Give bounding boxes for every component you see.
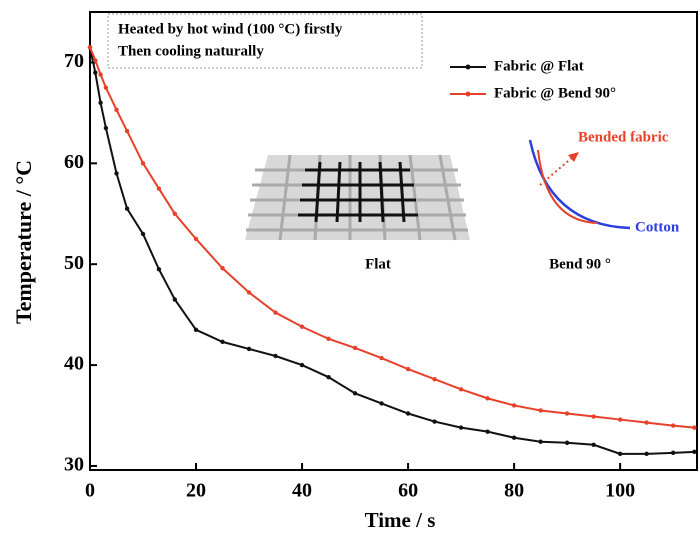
data-point (352, 391, 358, 396)
x-tick-label: 80 (504, 480, 524, 502)
data-point (124, 206, 130, 211)
data-point (692, 449, 697, 455)
data-point (564, 440, 570, 445)
data-point (538, 408, 543, 413)
arrow-head (568, 152, 579, 162)
data-point (485, 429, 490, 434)
data-point (93, 58, 98, 63)
note: Then cooling naturally (118, 43, 264, 59)
data-point (246, 290, 252, 295)
data-point (103, 125, 109, 131)
y-tick-label: 30 (64, 454, 84, 476)
data-point (172, 297, 178, 302)
y-tick-label: 50 (64, 252, 84, 274)
data-point (352, 345, 358, 351)
data-point (299, 324, 305, 329)
data-point (124, 128, 130, 134)
data-point (432, 377, 437, 382)
x-tick-label: 20 (186, 480, 206, 502)
y-tick-label: 40 (64, 353, 84, 375)
data-point (220, 266, 225, 271)
fabric-curve (537, 149, 599, 224)
data-point (617, 417, 623, 422)
data-point (156, 186, 162, 191)
data-point (98, 72, 103, 77)
bend-label: Bend 90 ° (549, 256, 611, 272)
data-point (644, 451, 649, 457)
legend-marker (465, 91, 471, 97)
legend-label: Fabric @ Flat (494, 58, 584, 74)
data-point (591, 414, 596, 419)
data-point (273, 310, 278, 315)
data-point (379, 355, 384, 361)
series-line (89, 47, 695, 455)
data-point (670, 450, 676, 456)
data-point (273, 353, 278, 359)
data-point (458, 387, 464, 392)
data-point (103, 85, 109, 90)
data-point (692, 425, 697, 430)
data-point (511, 435, 517, 440)
data-point (326, 374, 331, 380)
data-point (405, 366, 411, 372)
note: Heated by hot wind (100 °C) firstly (118, 21, 343, 37)
data-point (114, 107, 119, 113)
pointer-arrow (539, 155, 575, 186)
y-tick-label: 70 (64, 50, 84, 72)
data-point (87, 45, 93, 50)
data-point (326, 336, 331, 342)
data-point (246, 346, 252, 352)
data-point (156, 267, 162, 272)
y-tick-label: 60 (64, 151, 84, 173)
data-point (98, 100, 103, 105)
data-point (538, 439, 543, 444)
data-point (172, 211, 178, 216)
data-point (617, 451, 623, 457)
data-point (220, 339, 225, 345)
data-point (140, 161, 146, 166)
data-point (432, 419, 437, 424)
data-point (379, 401, 384, 406)
data-point (644, 420, 649, 425)
fabric-inset (245, 154, 470, 241)
data-point (299, 362, 305, 368)
data-point (591, 442, 596, 447)
x-tick-label: 40 (292, 480, 312, 502)
bended-label: Bended fabric (578, 129, 669, 145)
legend-marker (465, 64, 471, 70)
data-point (485, 396, 490, 401)
y-axis-label: Temperature / °C (11, 160, 36, 324)
data-point (670, 423, 676, 428)
data-point (511, 403, 517, 408)
cotton-curve (528, 139, 631, 230)
data-point (140, 231, 146, 237)
data-point (193, 327, 199, 332)
data-point (93, 70, 98, 75)
cotton-label: Cotton (635, 219, 680, 235)
data-point (405, 411, 411, 416)
data-point (458, 425, 464, 430)
plot-frame (89, 11, 698, 471)
note-box (107, 13, 423, 69)
data-point (193, 236, 199, 242)
data-point (114, 171, 119, 176)
flat-label: Flat (365, 256, 391, 272)
x-axis-label: Time / s (365, 508, 436, 532)
data-point (564, 411, 570, 416)
x-tick-label: 0 (85, 480, 95, 502)
x-tick-label: 60 (398, 480, 418, 502)
x-tick-label: 100 (605, 480, 635, 502)
legend-label: Fabric @ Bend 90° (494, 85, 616, 101)
